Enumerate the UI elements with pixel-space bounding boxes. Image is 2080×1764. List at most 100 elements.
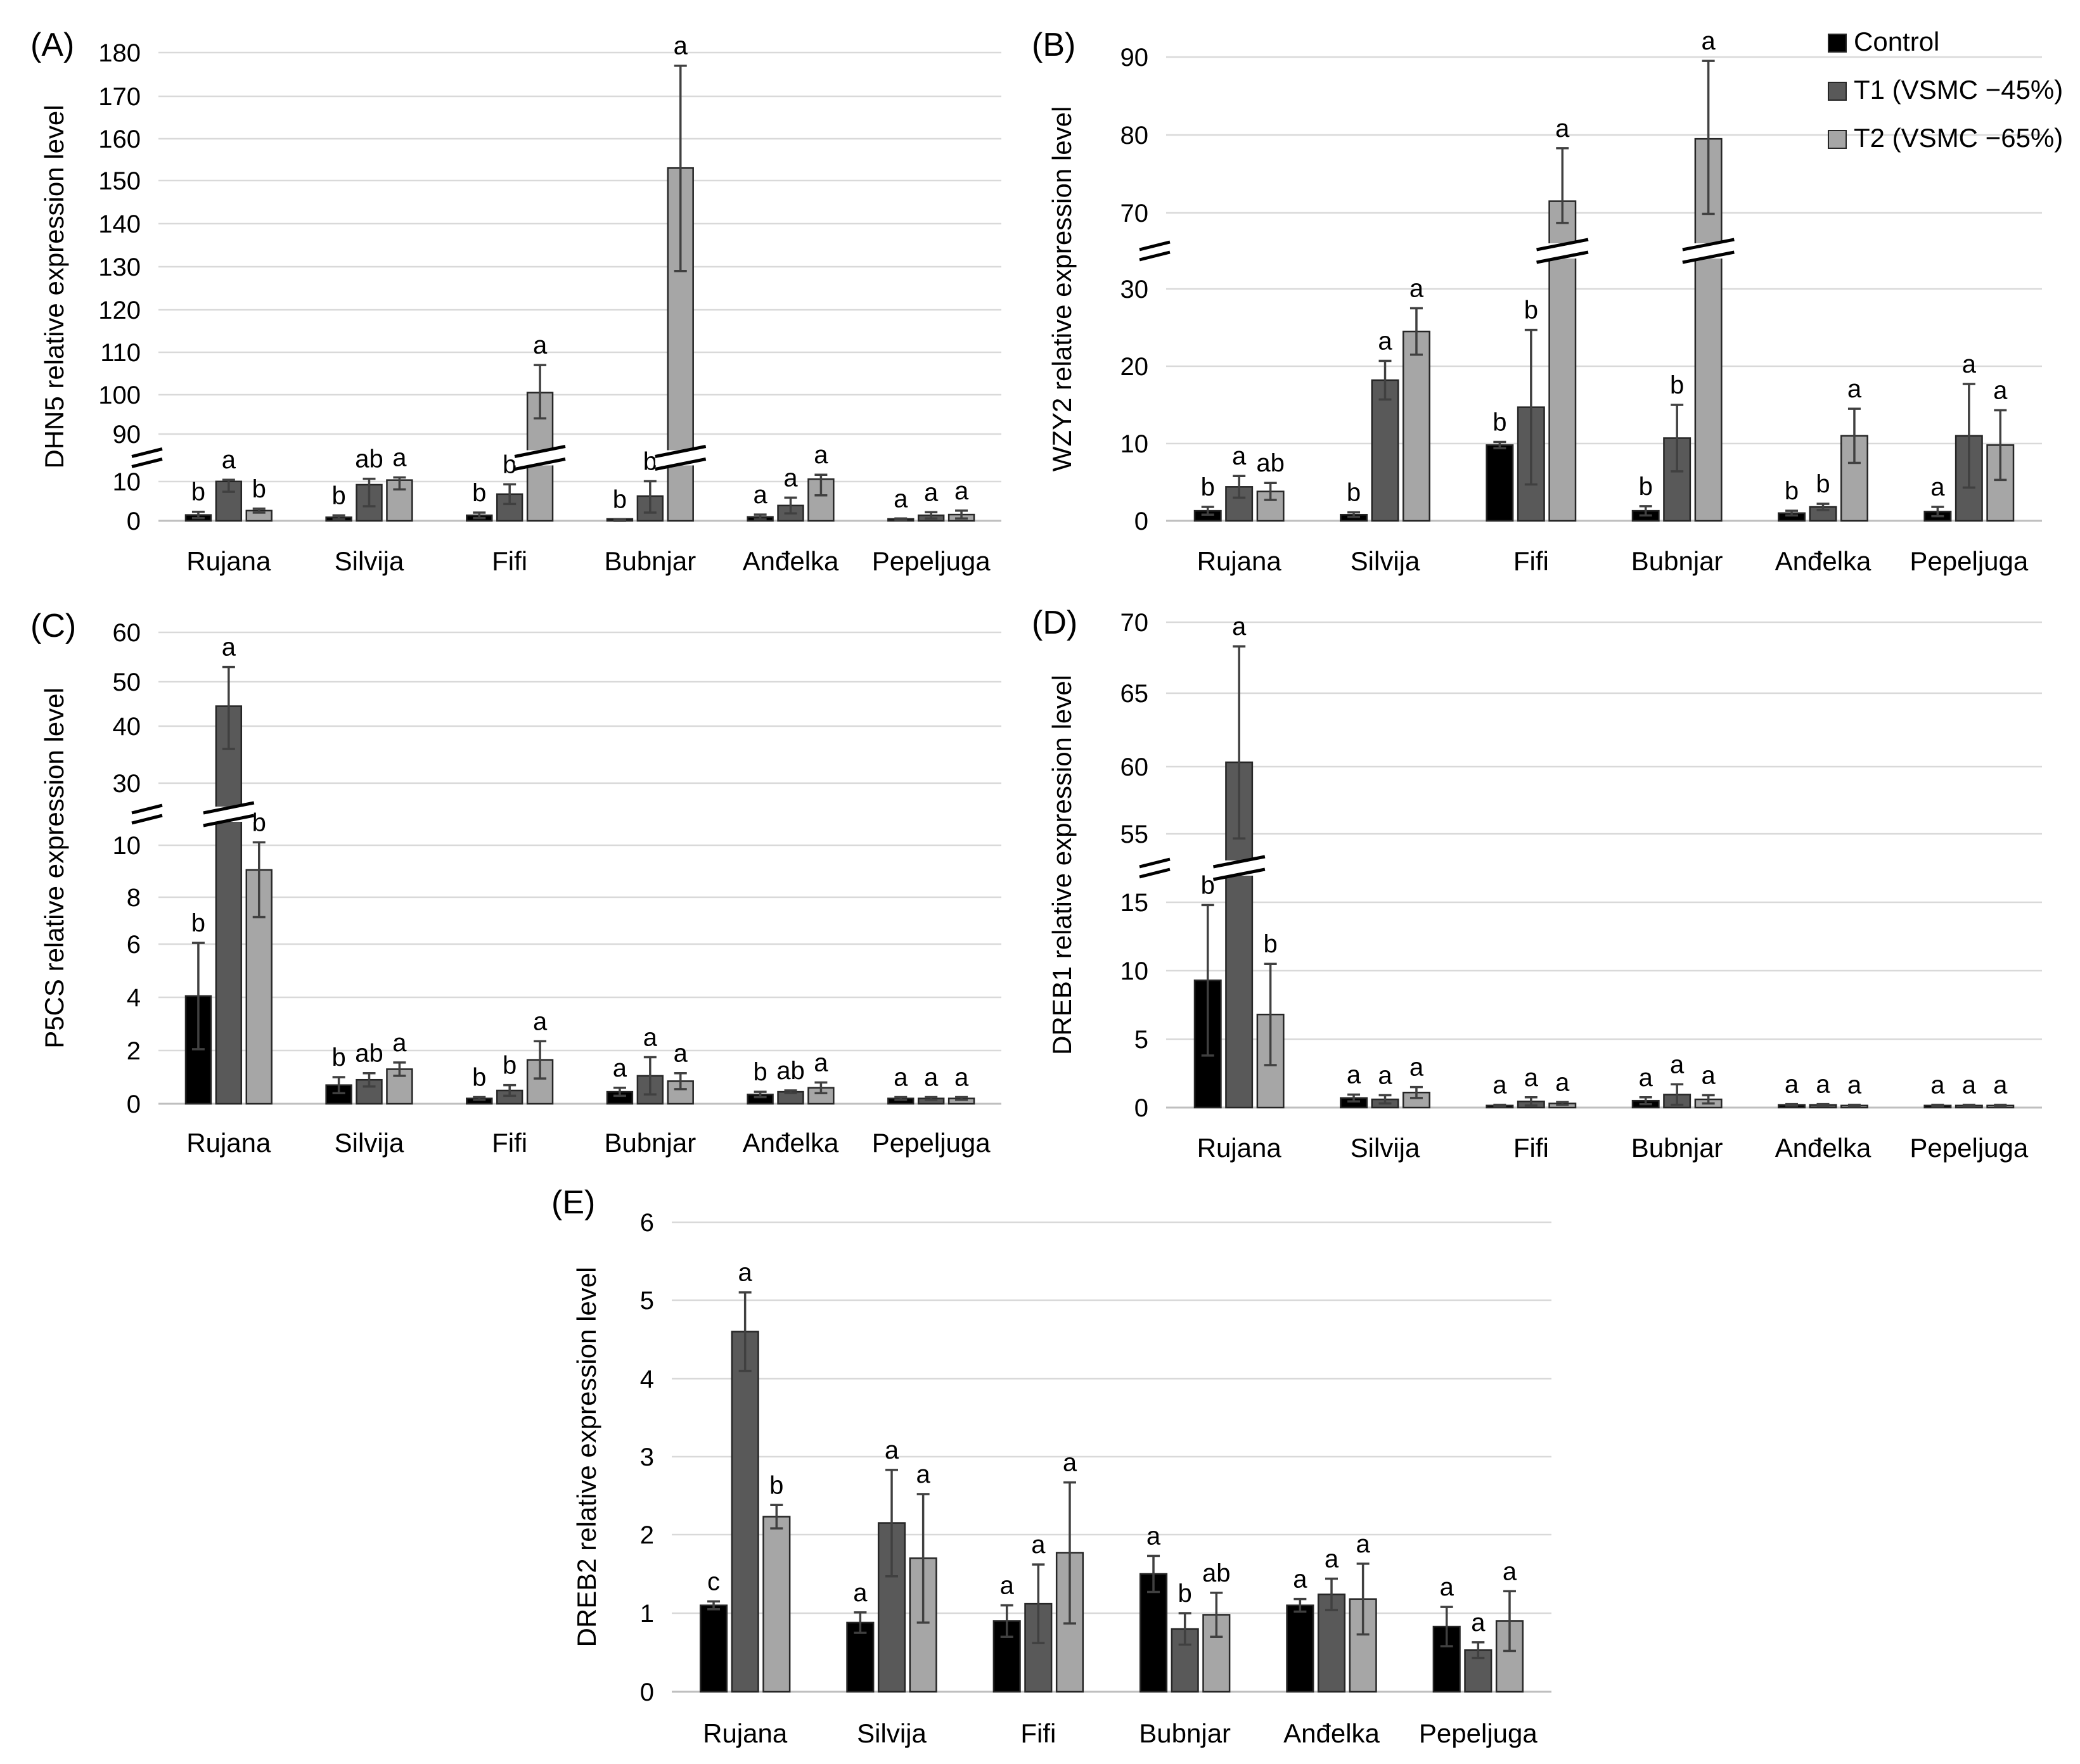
- bar-break-mark: [1682, 238, 1735, 252]
- significance-letter: b: [1524, 297, 1538, 324]
- bar-control-silvija: [846, 1621, 875, 1693]
- x-category-label: Fifi: [1513, 1133, 1549, 1163]
- y-tick-label: 2: [127, 1037, 141, 1065]
- significance-letter: a: [1325, 1545, 1339, 1573]
- x-category-label: Rujana: [703, 1718, 788, 1748]
- bar-control-bubnjar: [1139, 1573, 1168, 1693]
- significance-letter: b: [1785, 477, 1799, 505]
- bar-break-mark: [203, 801, 255, 815]
- axis-break-mark: [131, 814, 163, 825]
- significance-letter: a: [1347, 1061, 1361, 1089]
- legend-swatch-t1-vsmc-45: [1828, 82, 1847, 101]
- significance-letter: a: [1031, 1531, 1046, 1559]
- y-tick-label: 0: [640, 1678, 654, 1706]
- bar-control-fifi: [1486, 444, 1514, 522]
- significance-letter: a: [1503, 1557, 1517, 1585]
- x-category-label: Fifi: [1020, 1718, 1056, 1748]
- bar-break-mark: [1536, 250, 1589, 264]
- y-tick-label: 60: [1120, 753, 1149, 781]
- significance-letter: b: [503, 451, 517, 478]
- significance-letter: a: [222, 634, 236, 662]
- legend-label: T2 (VSMC −65%): [1854, 123, 2063, 153]
- axis-break-mark: [131, 457, 163, 468]
- panel-label: (C): [30, 608, 76, 644]
- y-tick-label: 90: [113, 421, 141, 449]
- bar-t2-vsmc-65-bubnjar: [1202, 1614, 1231, 1693]
- y-tick-label: 20: [1120, 353, 1149, 381]
- y-tick-label: 4: [127, 984, 141, 1012]
- y-tick-label: 0: [1134, 1094, 1148, 1122]
- x-category-label: Silvija: [1351, 1133, 1420, 1163]
- y-tick-label: 60: [113, 619, 141, 647]
- x-category-label: Bubnjar: [604, 1128, 696, 1158]
- x-category-label: Silvija: [1351, 546, 1420, 576]
- y-tick-label: 5: [1134, 1026, 1148, 1054]
- significance-letter: b: [252, 475, 266, 503]
- y-tick-label: 150: [98, 167, 141, 195]
- x-category-label: Pepeljuga: [872, 546, 991, 576]
- y-tick-label: 140: [98, 210, 141, 238]
- legend-label: Control: [1854, 27, 1939, 56]
- significance-letter: a: [1409, 1054, 1424, 1082]
- x-category-label: Anđelka: [743, 1128, 839, 1158]
- axis-break-mark: [131, 447, 163, 458]
- y-tick-label: 180: [98, 39, 141, 67]
- significance-letter: a: [894, 1064, 908, 1092]
- y-tick-label: 130: [98, 253, 141, 281]
- bar-control-rujana: [699, 1604, 728, 1693]
- y-tick-label: 1: [640, 1600, 654, 1628]
- x-category-label: Rujana: [186, 546, 271, 576]
- x-category-label: Pepeljuga: [1910, 546, 2028, 576]
- significance-letter: c: [707, 1568, 720, 1595]
- x-category-label: Fifi: [1513, 546, 1549, 576]
- x-category-label: Anđelka: [1283, 1718, 1380, 1748]
- significance-letter: a: [1847, 375, 1862, 403]
- significance-letter: b: [503, 1052, 517, 1080]
- y-tick-label: 6: [127, 931, 141, 959]
- significance-letter: a: [1000, 1572, 1015, 1600]
- bar-t1-vsmc-45-rujana: [731, 1331, 759, 1693]
- significance-letter: b: [1639, 473, 1653, 501]
- y-tick-label: 110: [100, 339, 141, 367]
- significance-letter: a: [924, 1064, 939, 1092]
- significance-letter: a: [1555, 1068, 1570, 1096]
- significance-letter: ab: [355, 1040, 383, 1068]
- y-tick-label: 6: [640, 1209, 654, 1237]
- y-tick-label: 0: [127, 508, 141, 535]
- significance-letter: a: [674, 32, 688, 60]
- significance-letter: a: [954, 1064, 969, 1092]
- significance-letter: a: [1993, 377, 2008, 405]
- y-tick-label: 2: [640, 1521, 654, 1549]
- panel-label: (B): [1032, 27, 1075, 63]
- significance-letter: a: [1962, 1071, 1977, 1099]
- y-tick-label: 10: [113, 832, 141, 860]
- significance-letter: b: [769, 1471, 783, 1499]
- y-axis-title: DREB2 relative expression level: [572, 1267, 601, 1647]
- bar-t2-vsmc-65-rujana: [762, 1516, 791, 1693]
- y-axis-title: DHN5 relative expression level: [39, 105, 69, 468]
- significance-letter: a: [533, 1007, 548, 1035]
- significance-letter: a: [1493, 1071, 1507, 1099]
- significance-letter: b: [1264, 930, 1278, 958]
- axis-break-mark: [1139, 250, 1171, 262]
- significance-letter: b: [1816, 470, 1830, 498]
- y-tick-label: 120: [98, 297, 141, 324]
- x-category-label: Anđelka: [1775, 1133, 1871, 1163]
- significance-letter: ab: [776, 1057, 805, 1085]
- x-category-label: Pepeljuga: [1419, 1718, 1538, 1748]
- significance-letter: a: [1962, 350, 1977, 378]
- significance-letter: a: [1232, 613, 1247, 641]
- bar-break-mark: [1536, 238, 1589, 252]
- significance-letter: b: [191, 478, 205, 506]
- panel-label: (E): [551, 1184, 595, 1221]
- significance-letter: a: [1356, 1530, 1371, 1558]
- significance-letter: a: [1063, 1449, 1077, 1477]
- significance-letter: a: [1816, 1071, 1830, 1099]
- significance-letter: a: [1293, 1566, 1307, 1594]
- y-tick-label: 70: [1120, 200, 1149, 227]
- y-tick-label: 15: [1120, 889, 1149, 917]
- significance-letter: ab: [355, 445, 383, 473]
- significance-letter: a: [1471, 1609, 1486, 1637]
- legend-label: T1 (VSMC −45%): [1854, 75, 2063, 105]
- significance-letter: ab: [1256, 449, 1285, 477]
